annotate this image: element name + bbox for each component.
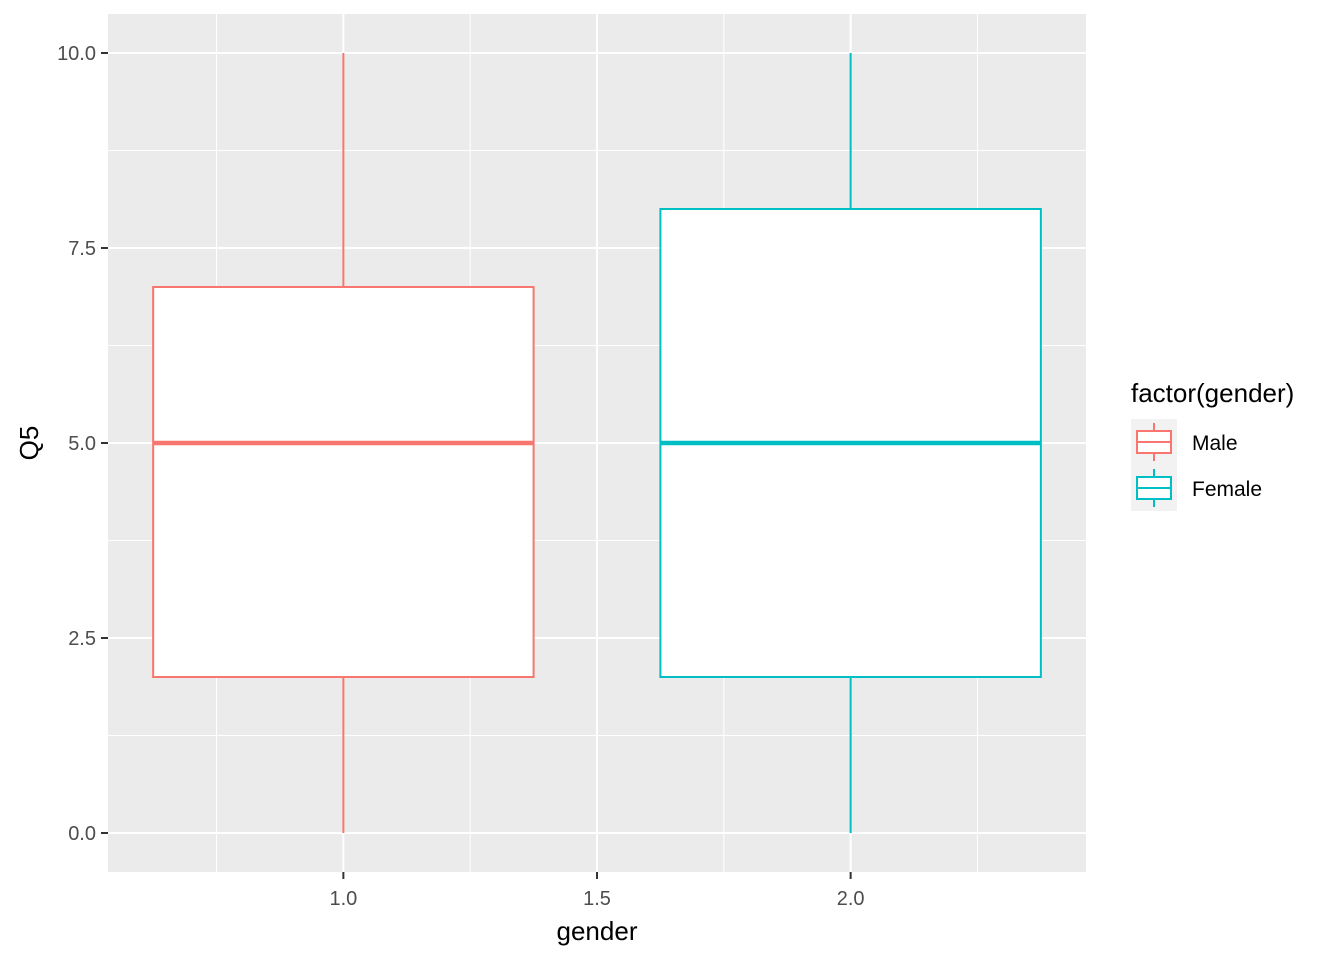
x-tick-label: 2.0 (837, 888, 865, 910)
y-tick-label: 2.5 (68, 628, 96, 650)
legend-label: Female (1192, 478, 1262, 501)
box-male (152, 53, 535, 833)
box-iqr (152, 286, 535, 678)
boxes-layer (152, 53, 1042, 833)
y-axis-title: Q5 (14, 426, 44, 461)
legend-key-male: Male (1131, 419, 1238, 465)
legend-title: factor(gender) (1131, 378, 1294, 408)
y-tick-label: 7.5 (68, 238, 96, 260)
legend-key-female: Female (1131, 465, 1262, 511)
box-female (659, 53, 1042, 833)
x-axis-ticks: 1.0 1.5 2.0 (329, 872, 865, 910)
x-tick-label: 1.5 (583, 888, 611, 910)
y-tick-label: 5.0 (68, 433, 96, 455)
legend: factor(gender) Male Female (1131, 378, 1294, 511)
y-tick-label: 0.0 (68, 823, 96, 845)
y-axis-ticks: 0.0 2.5 5.0 7.5 10.0 (57, 43, 108, 845)
x-axis-title: gender (557, 916, 638, 946)
y-tick-label: 10.0 (57, 43, 96, 65)
x-tick-label: 1.0 (329, 888, 357, 910)
legend-label: Male (1192, 432, 1238, 455)
